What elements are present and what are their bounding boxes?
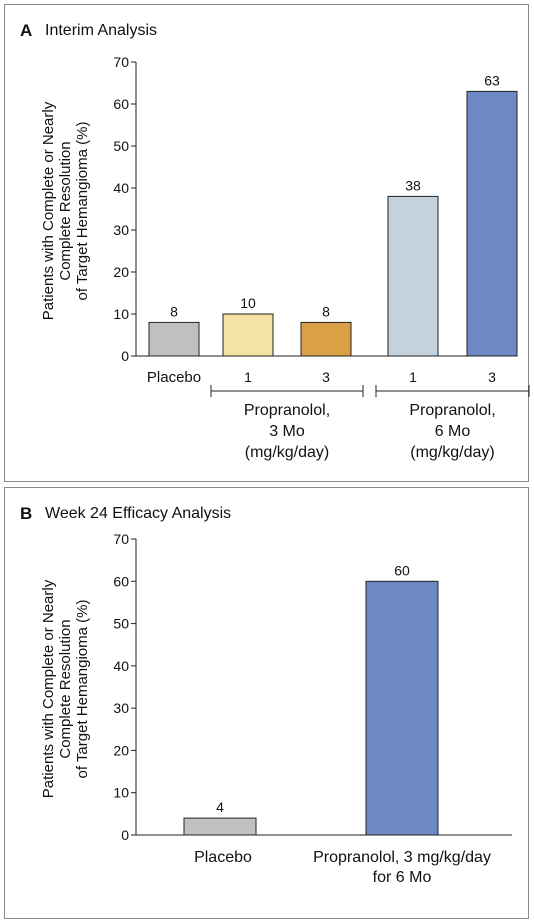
panel-a: A Interim Analysis 0 10 20 30 40 50 60 70 Patien…	[4, 4, 530, 482]
chart-b-y-tick-label: 30	[113, 700, 129, 716]
chart-a-group-label-line: Propranolol,	[244, 402, 330, 419]
chart-b-y-tick-label: 0	[121, 827, 129, 843]
chart-a-bar	[300, 321, 352, 357]
chart-a-data-label: 10	[240, 295, 256, 311]
chart-a-group-label-line: Propranolol,	[409, 402, 495, 419]
chart-b-bar	[365, 580, 439, 836]
chart-b-data-label: 4	[216, 799, 224, 815]
panel-b-title: Week 24 Efficacy Analysis	[45, 505, 232, 522]
chart-b-x-tick-label: Placebo	[194, 849, 252, 866]
panel-a-letter: A	[20, 21, 33, 40]
chart-a-y-tick-label: 0	[121, 348, 129, 364]
chart-a-group-label-line: (mg/kg/day)	[410, 444, 494, 461]
chart-b-x-tick-label: Propranolol, 3 mg/kg/day	[313, 849, 491, 866]
chart-b-y-axis-label: Patients with Complete or NearlyComplete…	[40, 579, 91, 798]
chart-a-y-tick-label: 20	[113, 264, 129, 280]
chart-b-y-tick-label: 50	[113, 616, 129, 632]
chart-a-group-label-line: 3 Mo	[269, 423, 305, 440]
chart-a-group-label-line: 6 Mo	[435, 423, 471, 440]
chart-a-y-tick-label: 10	[113, 306, 129, 322]
chart-a-y-axis-label-line: Complete Resolution	[57, 141, 74, 280]
chart-b-y-axis-label-line: of Target Hemangioma (%)	[74, 600, 91, 779]
chart-a-bar	[387, 195, 439, 357]
panel-a-title: Interim Analysis	[45, 22, 158, 39]
chart-b-data-label: 60	[394, 562, 410, 578]
chart-a-x-tick-label: 3	[488, 369, 496, 385]
chart-a-y-tick-label: 30	[113, 222, 129, 238]
chart-a-data-label: 8	[170, 303, 178, 319]
chart-a-y-axis-label: Patients with Complete or NearlyComplete…	[40, 101, 91, 320]
chart-b-y-tick-label: 40	[113, 658, 129, 674]
chart-a-x-tick-label: Placebo	[147, 369, 201, 386]
chart-a-data-label: 63	[484, 72, 500, 88]
chart-b-y-axis-label-line: Patients with Complete or Nearly	[40, 579, 57, 798]
chart-b-y-tick-label: 20	[113, 742, 129, 758]
panel-b: B Week 24 Efficacy Analysis 0 10 20 30 40 50 6…	[4, 487, 529, 919]
chart-b-x-tick-label: for 6 Mo	[373, 869, 432, 886]
chart-a-data-label: 8	[322, 303, 330, 319]
chart-a-y-tick-label: 50	[113, 138, 129, 154]
chart-a-x-tick-label: 3	[322, 369, 330, 385]
chart-b: 0 10 20 30 40 50 60 70 Patients with Complete or…	[40, 531, 512, 886]
chart-b-y-tick-label: 10	[113, 785, 129, 801]
chart-a-y-tick-label: 40	[113, 180, 129, 196]
chart-a-data-label: 38	[405, 177, 421, 193]
chart-a-y-axis-label-line: of Target Hemangioma (%)	[74, 122, 91, 301]
panel-b-letter: B	[20, 504, 33, 523]
chart-b-y-axis-label-line: Complete Resolution	[57, 619, 74, 758]
chart-a-x-tick-label: 1	[409, 369, 417, 385]
chart-b-y-tick-label: 70	[113, 531, 129, 547]
chart-a-bar	[222, 313, 274, 357]
chart-a-y-tick-label: 60	[113, 96, 129, 112]
chart-a-y-tick-label: 70	[113, 54, 129, 70]
chart-a-bar	[466, 90, 518, 357]
chart-a-y-axis-label-line: Patients with Complete or Nearly	[40, 101, 57, 320]
chart-a-group-label-line: (mg/kg/day)	[245, 444, 329, 461]
chart-a: 0 10 20 30 40 50 60 70 Patients with Complete or…	[40, 54, 530, 461]
chart-b-y-tick-label: 60	[113, 573, 129, 589]
chart-b-bar	[183, 817, 257, 836]
chart-a-x-tick-label: 1	[244, 369, 252, 385]
chart-a-bar	[148, 321, 200, 357]
